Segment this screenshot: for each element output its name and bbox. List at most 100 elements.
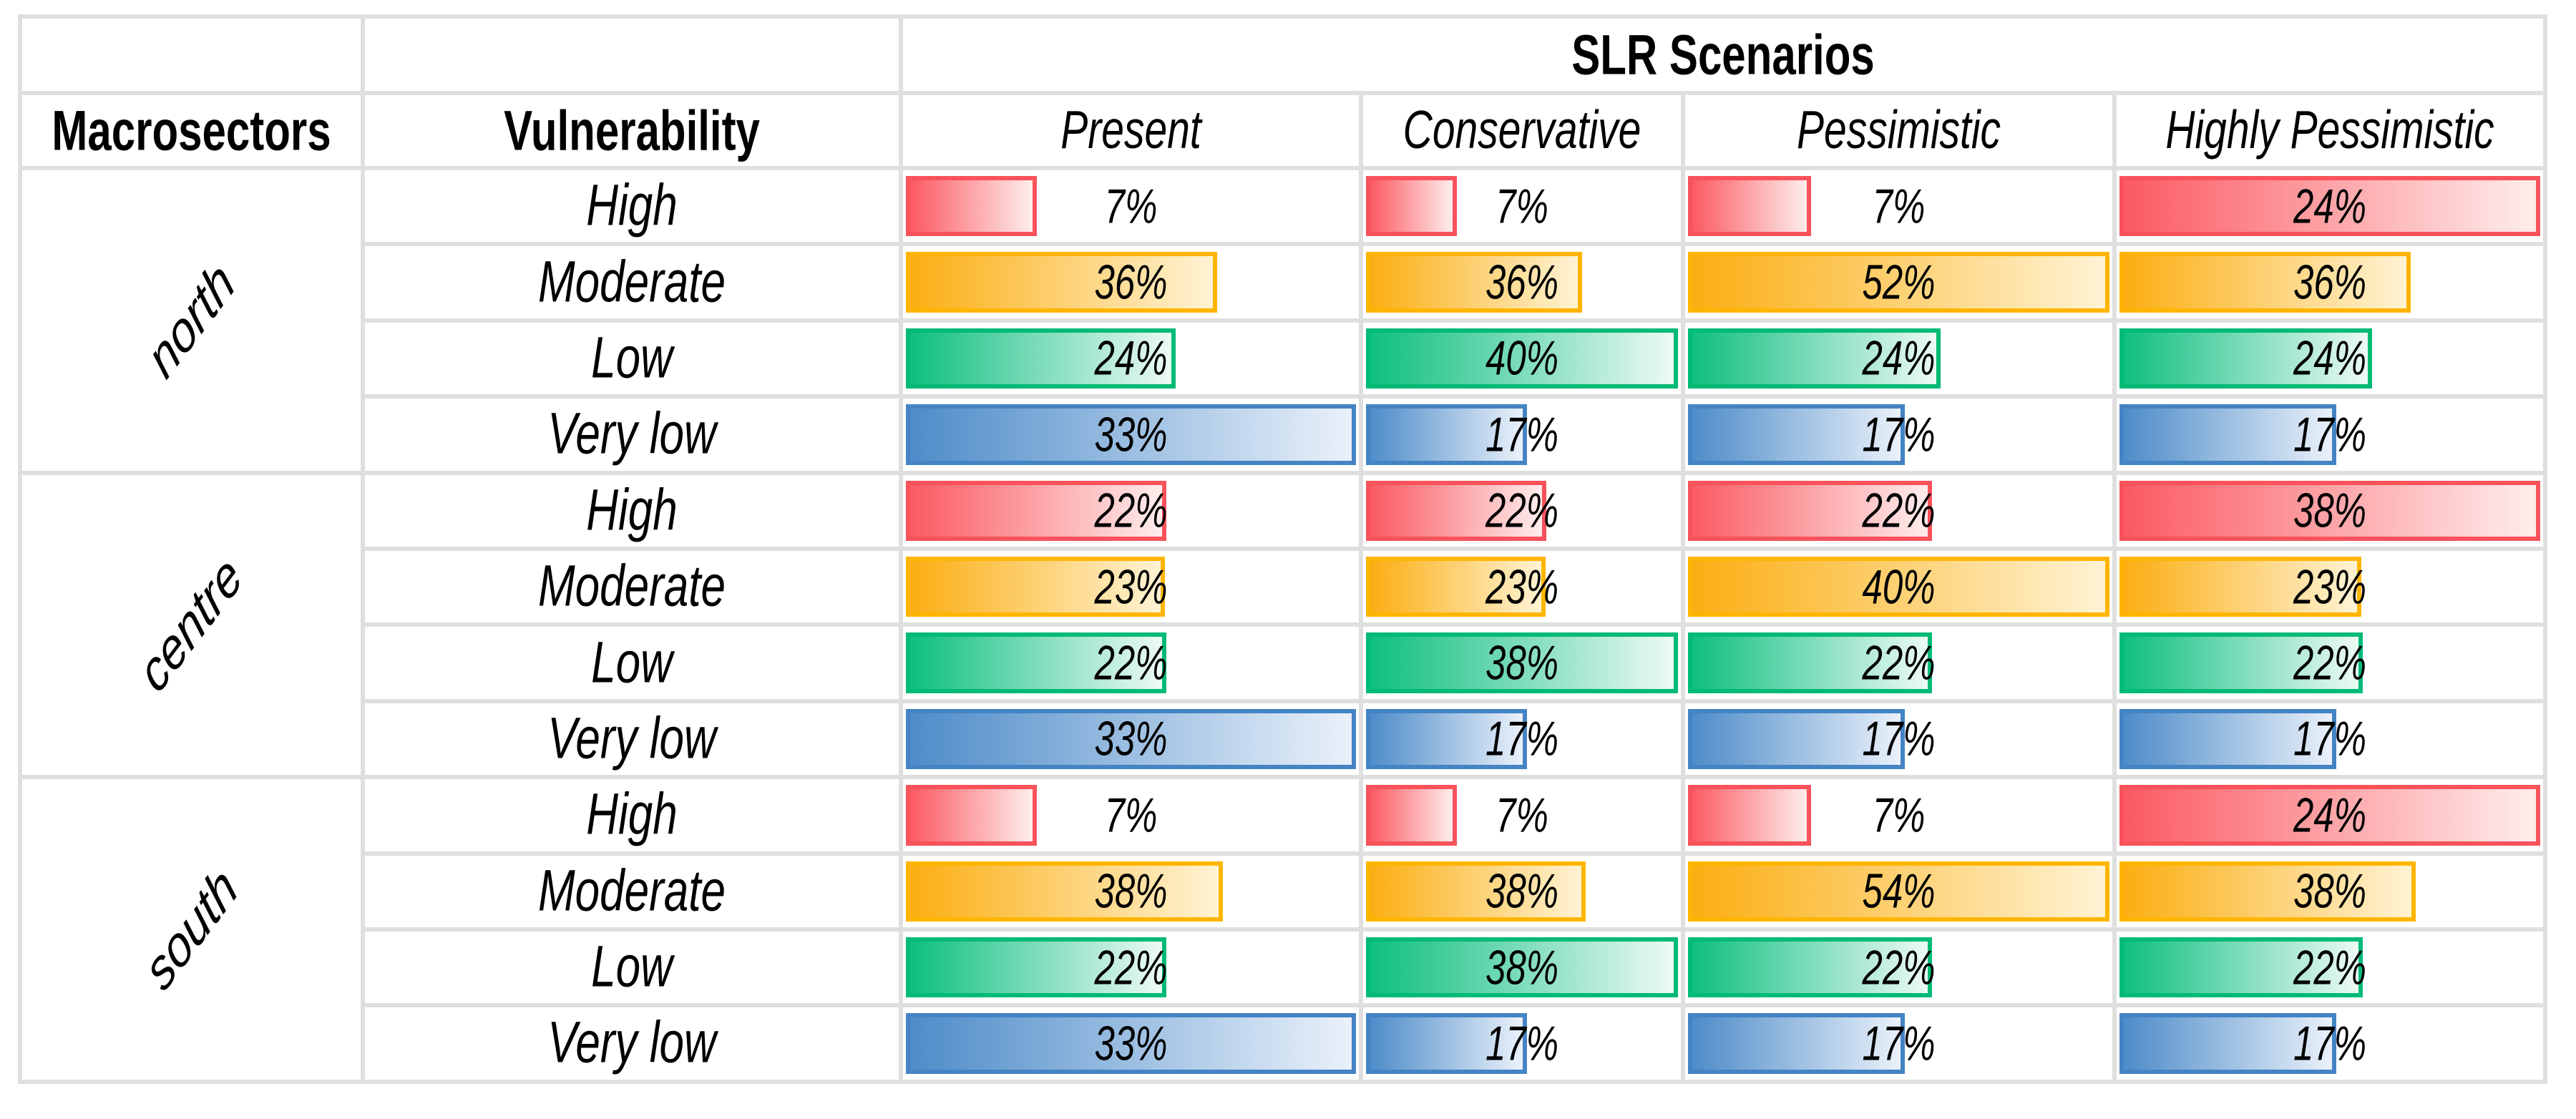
percent-label: 38% [2293, 864, 2367, 919]
scenario-header-present: Present [903, 95, 1359, 166]
data-cell: 22% [903, 474, 1359, 547]
vulnerability-label: Low [591, 630, 673, 695]
scenario-header-pessimistic: Pessimistic [1685, 95, 2112, 166]
data-bar [2119, 480, 2540, 541]
percent-label: 23% [2293, 560, 2367, 614]
bar-area [2119, 480, 2540, 541]
vulnerability-header-label: Vulnerability [504, 98, 760, 162]
data-bar [2119, 937, 2363, 998]
data-bar [1366, 1013, 1527, 1074]
vulnerability-cell: High [365, 779, 899, 851]
data-cell: 17% [1363, 399, 1681, 471]
data-bar [1688, 176, 1811, 237]
data-bar [906, 404, 1356, 465]
bar-area [906, 328, 1356, 389]
data-cell: 33% [903, 1007, 1359, 1080]
data-cell: 22% [1685, 474, 2112, 547]
data-bar [906, 480, 1167, 541]
percent-label: 17% [2293, 407, 2367, 461]
bar-area [906, 861, 1356, 922]
vulnerability-cell: Low [365, 322, 899, 395]
data-bar [2119, 404, 2336, 465]
data-cell: 17% [1685, 1007, 2112, 1080]
bar-area [1366, 1013, 1678, 1074]
bar-area [2119, 328, 2540, 389]
scenario-header-label: Conservative [1402, 99, 1641, 161]
data-bar [1366, 328, 1678, 389]
percent-label: 38% [2293, 484, 2367, 538]
bar-area [1366, 632, 1678, 693]
data-cell: 7% [1685, 779, 2112, 851]
bar-area [906, 1013, 1356, 1074]
data-bar [1688, 708, 1906, 770]
data-cell: 17% [1363, 703, 1681, 776]
bar-area [1688, 328, 2109, 389]
data-bar [2119, 632, 2363, 693]
data-bar [2119, 176, 2540, 237]
bar-area [1688, 480, 2109, 541]
percent-label: 17% [1485, 712, 1559, 766]
vulnerability-cell: Moderate [365, 246, 899, 318]
percent-label: 7% [1872, 788, 1926, 842]
vulnerability-cell: Very low [365, 703, 899, 776]
slr-scenarios-header: SLR Scenarios [903, 19, 2543, 91]
data-bar [906, 785, 1038, 846]
data-cell: 52% [1685, 246, 2112, 318]
bar-area [1688, 1013, 2109, 1074]
data-bar [906, 252, 1218, 313]
bar-area [906, 785, 1356, 846]
data-bar [1366, 252, 1582, 313]
percent-label: 7% [1872, 179, 1926, 233]
data-cell: 22% [903, 931, 1359, 1004]
vulnerability-cell: Moderate [365, 855, 899, 927]
data-bar [1688, 785, 1811, 846]
bar-area [2119, 861, 2540, 922]
corner-cell-vulnerability [365, 19, 899, 91]
data-cell: 38% [1363, 855, 1681, 927]
bar-area [2119, 252, 2540, 313]
bar-area [1688, 556, 2109, 617]
vulnerability-label: Low [591, 325, 673, 391]
data-cell: 40% [1363, 322, 1681, 395]
percent-label: 22% [1862, 635, 1936, 690]
bar-area [1366, 708, 1678, 770]
percent-label: 38% [1485, 864, 1559, 919]
data-cell: 22% [2117, 931, 2543, 1004]
percent-label: 17% [2293, 1016, 2367, 1071]
bar-area [906, 252, 1356, 313]
bar-area [906, 632, 1356, 693]
percent-label: 40% [1485, 331, 1559, 386]
corner-cell-macrosectors [22, 19, 361, 91]
percent-label: 36% [1485, 255, 1559, 310]
data-bar [2119, 252, 2411, 313]
data-bar [1688, 556, 2109, 617]
percent-label: 22% [1094, 940, 1168, 995]
data-cell: 7% [1685, 170, 2112, 243]
percent-label: 17% [1862, 407, 1936, 461]
data-bar [1688, 252, 2109, 313]
vulnerability-label: Very low [547, 705, 716, 771]
data-cell: 40% [1685, 550, 2112, 623]
macrosectors-header-label: Macrosectors [52, 98, 331, 162]
scenario-header-label: Present [1060, 99, 1201, 161]
data-cell: 22% [1363, 474, 1681, 547]
percent-label: 36% [1094, 255, 1168, 310]
percent-label: 33% [1094, 712, 1168, 766]
bar-area [1366, 176, 1678, 237]
data-cell: 24% [2117, 170, 2543, 243]
data-cell: 7% [1363, 779, 1681, 851]
percent-label: 38% [1485, 635, 1559, 690]
data-bar [1366, 785, 1458, 846]
percent-label: 38% [1485, 940, 1559, 995]
data-bar [2119, 861, 2416, 922]
bar-area [2119, 937, 2540, 998]
data-cell: 54% [1685, 855, 2112, 927]
bar-area [1366, 328, 1678, 389]
bar-area [1688, 252, 2109, 313]
group-label: south [135, 855, 248, 1003]
data-cell: 22% [903, 627, 1359, 699]
data-cell: 38% [1363, 931, 1681, 1004]
data-cell: 7% [1363, 170, 1681, 243]
percent-label: 22% [2293, 635, 2367, 690]
percent-label: 7% [1496, 788, 1548, 842]
